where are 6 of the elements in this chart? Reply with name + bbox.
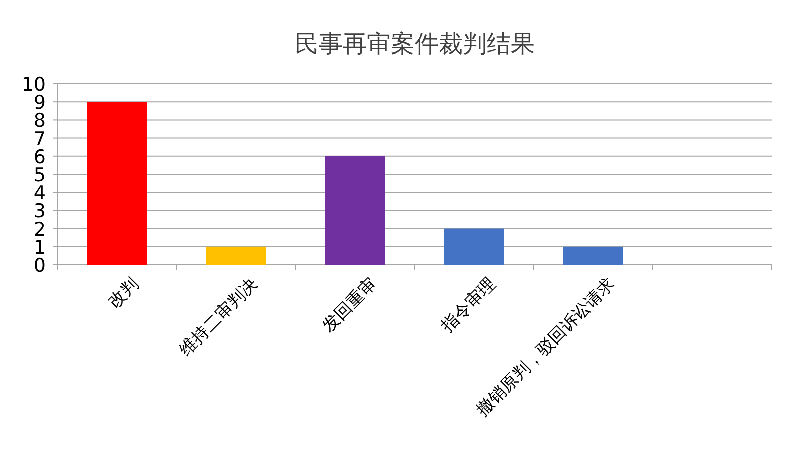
x-tick-label: 改判 — [104, 274, 144, 313]
y-tick-label: 10 — [22, 74, 46, 96]
title: 民事再审案件裁判结果 — [295, 30, 535, 58]
x-tick-label: 维持二审判决 — [176, 274, 262, 361]
x-tick-label: 发回重审 — [318, 274, 382, 337]
x-tick-label: 指令审理 — [437, 274, 500, 338]
